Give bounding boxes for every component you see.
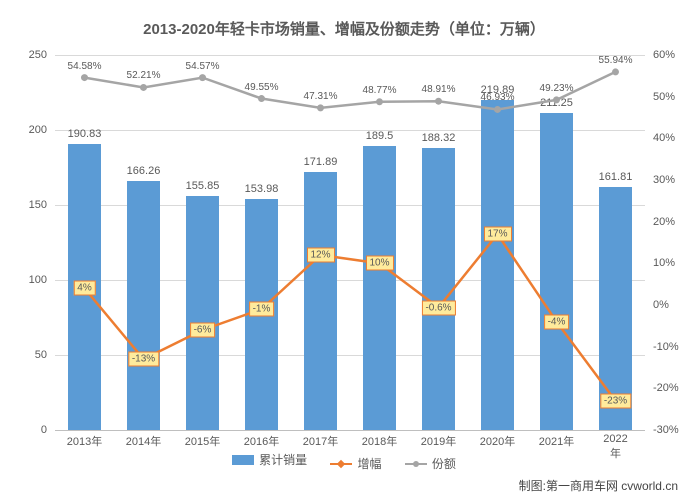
y-left-tick-label: 150 (7, 199, 47, 211)
x-tick-label: 2013年 (67, 433, 102, 449)
legend-label: 累计销量 (259, 451, 307, 468)
series-value-label: 52.21% (127, 70, 161, 81)
legend: 累计销量 增幅 份额 (0, 451, 688, 472)
x-tick-label: 2017年 (303, 433, 338, 449)
series-value-label: 49.55% (245, 82, 279, 93)
series-value-label: -1% (249, 302, 275, 317)
x-tick-label: 2015年 (185, 433, 220, 449)
y-right-tick-label: -30% (653, 424, 688, 436)
legend-swatch-line (405, 463, 427, 465)
legend-swatch-line (330, 463, 352, 465)
y-right-tick-label: 60% (653, 49, 688, 61)
series-marker (140, 84, 147, 91)
series-value-label: 47.31% (304, 91, 338, 102)
series-line (85, 72, 616, 110)
legend-label: 增幅 (357, 455, 381, 472)
legend-label: 份额 (432, 455, 456, 472)
y-right-tick-label: 0% (653, 299, 688, 311)
legend-item-share: 份额 (405, 455, 456, 472)
series-value-label: 12% (306, 248, 334, 263)
y-right-tick-label: 50% (653, 91, 688, 103)
y-left-tick-label: 50 (7, 349, 47, 361)
combo-chart: 2013-2020年轻卡市场销量、增幅及份额走势（单位：万辆） 05010015… (0, 0, 688, 500)
series-value-label: 54.57% (186, 61, 220, 72)
series-value-label: 48.77% (363, 85, 397, 96)
series-marker (199, 74, 206, 81)
series-line (85, 234, 616, 401)
y-left-tick-label: 0 (7, 424, 47, 436)
x-tick-label: 2020年 (480, 433, 515, 449)
legend-swatch-bar (232, 455, 254, 465)
y-right-tick-label: -10% (653, 341, 688, 353)
series-value-label: -6% (190, 323, 216, 338)
y-right-tick-label: -20% (653, 382, 688, 394)
series-marker (553, 96, 560, 103)
y-left-tick-label: 250 (7, 49, 47, 61)
series-marker (494, 106, 501, 113)
legend-item-sales: 累计销量 (232, 451, 307, 468)
series-value-label: -0.6% (421, 300, 455, 315)
series-value-label: 48.91% (422, 84, 456, 95)
series-value-label: 17% (483, 227, 511, 242)
x-tick-label: 2018年 (362, 433, 397, 449)
series-value-label: 55.94% (599, 55, 633, 66)
series-value-label: 4% (73, 281, 95, 296)
series-value-label: -4% (544, 314, 570, 329)
series-marker (435, 98, 442, 105)
attribution-text: 制图:第一商用车网 cvworld.cn (519, 477, 678, 494)
y-left-tick-label: 100 (7, 274, 47, 286)
series-marker (258, 95, 265, 102)
series-value-label: -13% (128, 352, 159, 367)
y-right-tick-label: 10% (653, 257, 688, 269)
series-value-label: 49.23% (540, 83, 574, 94)
x-tick-label: 2014年 (126, 433, 161, 449)
series-value-label: 54.58% (68, 61, 102, 72)
y-right-tick-label: 20% (653, 216, 688, 228)
plot-area: 050100150200250-30%-20%-10%0%10%20%30%40… (55, 55, 645, 431)
x-tick-label: 2016年 (244, 433, 279, 449)
series-value-label: 46.93% (481, 92, 515, 103)
x-tick-label: 2021年 (539, 433, 574, 449)
series-marker (317, 104, 324, 111)
series-marker (612, 68, 619, 75)
series-value-label: -23% (600, 393, 631, 408)
y-right-tick-label: 30% (653, 174, 688, 186)
x-tick-label: 2019年 (421, 433, 456, 449)
series-marker (376, 98, 383, 105)
legend-item-growth: 增幅 (330, 455, 381, 472)
line-layer (55, 55, 645, 430)
series-value-label: 10% (365, 256, 393, 271)
y-right-tick-label: 40% (653, 132, 688, 144)
series-marker (81, 74, 88, 81)
y-left-tick-label: 200 (7, 124, 47, 136)
chart-title: 2013-2020年轻卡市场销量、增幅及份额走势（单位：万辆） (0, 18, 688, 39)
